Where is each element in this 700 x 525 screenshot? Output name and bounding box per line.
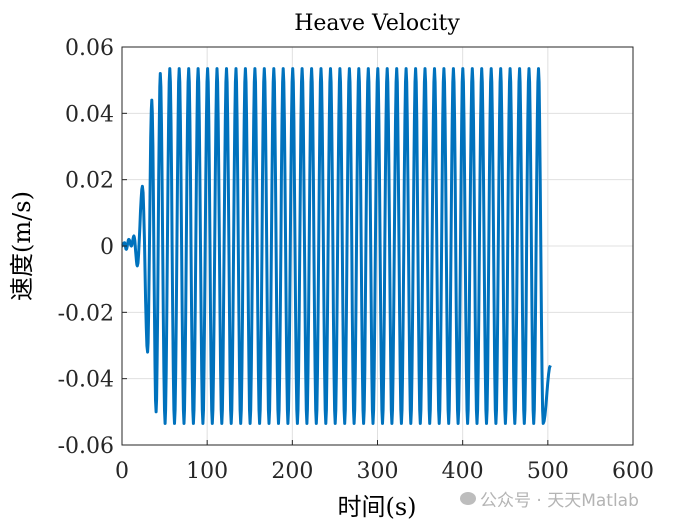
x-tick-label: 0 — [115, 459, 129, 484]
series-line — [120, 67, 552, 425]
x-tick-label: 300 — [357, 459, 399, 484]
x-tick-label: 500 — [527, 459, 569, 484]
chart-title: Heave Velocity — [294, 11, 460, 36]
y-tick-label: 0.04 — [65, 102, 114, 127]
watermark: 公众号 · 天天Matlab — [460, 486, 639, 511]
y-tick-label: 0 — [100, 235, 114, 260]
x-tick-label: 200 — [271, 459, 313, 484]
y-tick-label: -0.02 — [58, 301, 114, 326]
y-tick-label: 0.02 — [65, 169, 114, 194]
y-tick-label: -0.04 — [58, 368, 114, 393]
x-axis-label: 时间(s) — [337, 493, 416, 521]
y-tick-label: 0.06 — [65, 36, 114, 61]
y-axis-label: 速度(m/s) — [8, 191, 36, 301]
wechat-icon — [460, 492, 476, 505]
x-tick-label: 600 — [612, 459, 654, 484]
watermark-text: 公众号 · 天天Matlab — [480, 491, 639, 511]
x-tick-label: 100 — [186, 459, 228, 484]
y-tick-label: -0.06 — [58, 434, 114, 459]
x-tick-label: 400 — [442, 459, 484, 484]
